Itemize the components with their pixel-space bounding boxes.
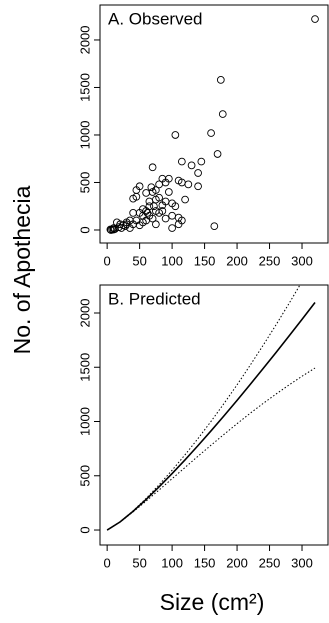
data-point xyxy=(121,222,130,231)
data-point xyxy=(152,220,160,229)
data-point xyxy=(177,216,186,225)
x-tick-label: 300 xyxy=(291,253,313,268)
data-point xyxy=(122,220,131,229)
x-tick-label: 250 xyxy=(259,555,281,570)
data-point xyxy=(165,188,173,196)
data-point xyxy=(187,161,196,170)
data-point xyxy=(107,226,115,234)
x-tick-label: 150 xyxy=(194,253,216,268)
y-tick-label: 1000 xyxy=(77,121,92,150)
panel-title: A. Observed xyxy=(108,9,203,28)
data-point xyxy=(143,209,152,217)
y-tick-label: 1500 xyxy=(77,73,92,102)
y-tick-label: 2000 xyxy=(77,299,92,328)
data-point xyxy=(210,222,219,231)
line-series xyxy=(106,285,301,531)
x-tick-label: 200 xyxy=(226,253,248,268)
data-point xyxy=(168,224,176,232)
data-point xyxy=(147,183,156,192)
panel-title: B. Predicted xyxy=(108,289,201,308)
data-point xyxy=(129,194,137,203)
line-series xyxy=(106,367,316,531)
data-point xyxy=(158,207,167,215)
x-tick-label: 100 xyxy=(161,555,183,570)
data-point xyxy=(132,216,141,225)
y-axis-label: No. of Apothecia xyxy=(9,185,35,354)
data-point xyxy=(197,157,206,166)
y-tick-label: 0 xyxy=(77,226,92,233)
x-tick-label: 50 xyxy=(132,253,146,268)
line-series xyxy=(106,301,316,531)
x-tick-label: 0 xyxy=(104,253,111,268)
x-tick-label: 200 xyxy=(226,555,248,570)
x-tick-label: 0 xyxy=(104,555,111,570)
data-point xyxy=(216,76,225,84)
data-point xyxy=(311,15,319,23)
y-tick-label: 1500 xyxy=(77,353,92,382)
plot-frame xyxy=(99,4,329,244)
x-tick-label: 300 xyxy=(291,555,313,570)
data-point xyxy=(161,214,170,223)
x-tick-label: 150 xyxy=(194,555,216,570)
y-tick-label: 1000 xyxy=(77,407,92,436)
data-point xyxy=(207,129,215,137)
data-point xyxy=(168,211,176,220)
data-point xyxy=(181,195,189,204)
data-point xyxy=(218,110,227,118)
data-point xyxy=(184,180,193,189)
data-point xyxy=(177,157,186,166)
x-axis-label: Size (cm²) xyxy=(160,589,265,615)
data-point xyxy=(117,224,126,232)
data-point xyxy=(194,169,202,177)
data-point xyxy=(135,209,144,217)
data-point xyxy=(129,209,137,217)
y-tick-label: 500 xyxy=(77,172,92,194)
plot-area xyxy=(106,285,316,531)
data-point xyxy=(194,182,202,191)
y-tick-label: 0 xyxy=(77,526,92,533)
data-point xyxy=(148,163,157,172)
data-point xyxy=(171,202,180,211)
data-point xyxy=(171,131,180,139)
data-point xyxy=(155,180,163,189)
data-point xyxy=(213,150,222,158)
x-tick-label: 250 xyxy=(259,253,281,268)
x-tick-label: 100 xyxy=(161,253,183,268)
y-tick-label: 2000 xyxy=(77,26,92,55)
y-tick-label: 500 xyxy=(77,465,92,487)
data-point xyxy=(142,189,150,197)
plot-frame xyxy=(99,284,329,546)
data-point xyxy=(150,202,158,211)
x-tick-label: 50 xyxy=(132,555,146,570)
